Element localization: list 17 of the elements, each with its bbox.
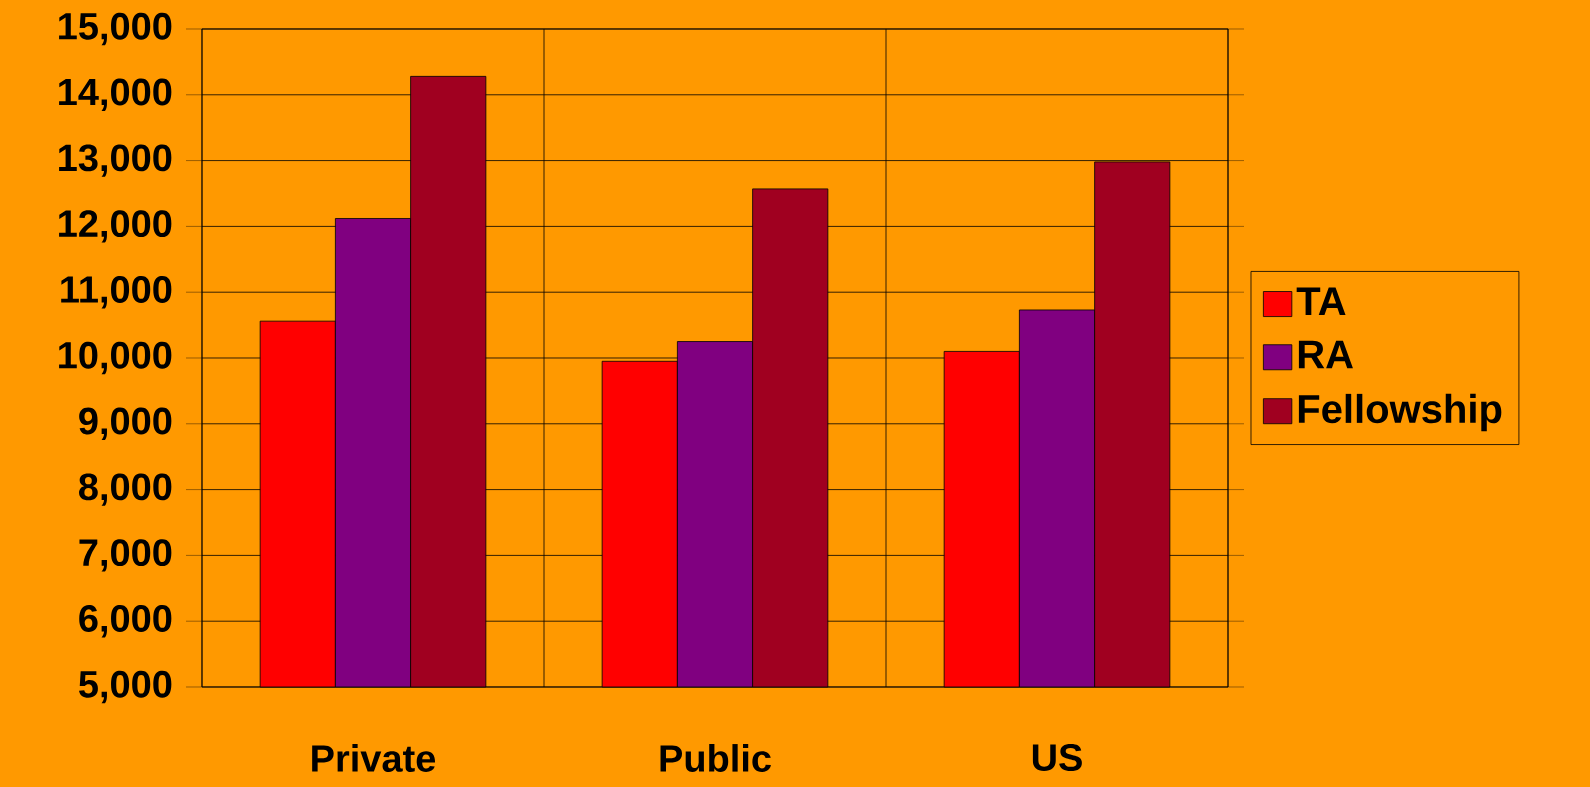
y-tick-label: 13,000 [59, 144, 172, 177]
legend-label: Fellowship [1298, 393, 1502, 432]
y-tick-label: 11,000 [61, 275, 172, 309]
legend-label: RA [1298, 340, 1353, 369]
y-tick-label: 6,000 [79, 604, 172, 638]
y-tick-label: 8,000 [79, 473, 172, 506]
x-tick-label: Public [660, 744, 771, 772]
y-tick-label: 9,000 [79, 407, 172, 440]
y-tick-label: 15,000 [59, 12, 172, 46]
x-tick-label: Private [312, 744, 436, 772]
x-tick-label: US [1032, 744, 1082, 771]
legend-label: TA [1296, 287, 1346, 315]
y-tick-label: 5,000 [79, 670, 172, 704]
y-tick-label: 7,000 [79, 539, 172, 572]
y-tick-label: 10,000 [59, 341, 172, 375]
y-tick-label: 12,000 [59, 210, 172, 243]
y-tick-label: 14,000 [59, 78, 172, 111]
